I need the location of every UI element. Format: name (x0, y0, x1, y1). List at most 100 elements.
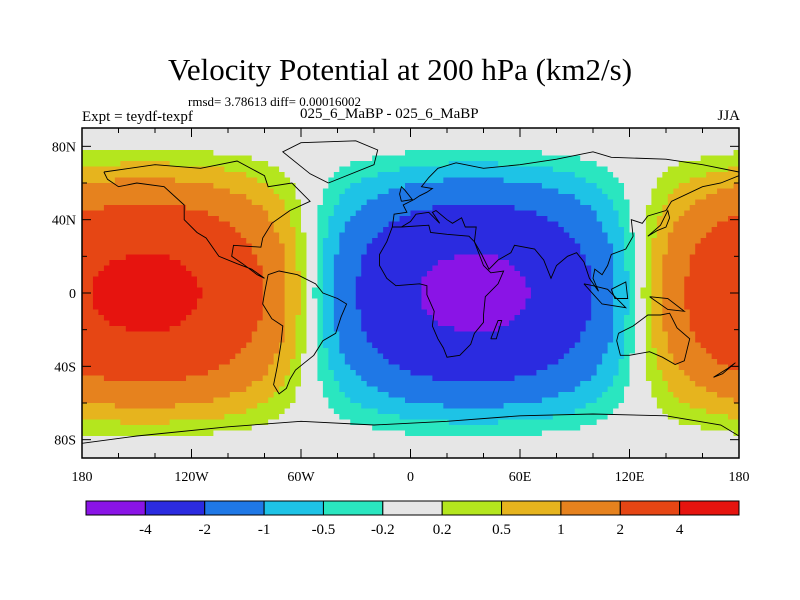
contour-cell (498, 326, 587, 333)
contour-cell (700, 238, 739, 245)
contour-cell (82, 177, 116, 184)
contour-cell (366, 337, 581, 344)
contour-cell (333, 254, 362, 261)
contour-cell (317, 315, 324, 322)
contour-cell (645, 320, 652, 327)
contour-cell (656, 183, 680, 190)
contour-cell (213, 397, 269, 404)
contour-cell (645, 221, 658, 228)
contour-cell (695, 249, 739, 256)
contour-cell (311, 293, 324, 300)
contour-cell (684, 210, 739, 217)
contour-cell (301, 304, 308, 311)
contour-cell (322, 276, 335, 283)
contour-cell (607, 386, 625, 393)
contour-cell (689, 309, 739, 316)
contour-cell (662, 309, 691, 316)
contour-cell (624, 320, 636, 327)
contour-cell (301, 210, 319, 217)
contour-cell (667, 337, 696, 344)
contour-cell (301, 353, 319, 360)
contour-cell (317, 370, 335, 377)
contour-cell (306, 238, 319, 245)
contour-cell (706, 408, 739, 415)
contour-cell (317, 249, 324, 256)
contour-cell (322, 238, 340, 245)
contour-cell (98, 309, 193, 316)
colorbar-label: -1 (258, 522, 271, 538)
contour-cell (103, 265, 187, 272)
contour-cell (344, 359, 390, 366)
contour-cell (262, 276, 286, 283)
contour-cell (662, 370, 685, 377)
contour-cell (229, 188, 275, 195)
contour-cell (82, 210, 209, 217)
colorbar-label: -0.5 (312, 522, 336, 538)
contour-cell (251, 155, 373, 162)
coastline (262, 270, 348, 395)
contour-cell (613, 309, 631, 316)
contour-cell (454, 326, 499, 333)
contour-cell (301, 309, 308, 316)
contour-cell (645, 326, 652, 333)
contour-cell (92, 287, 204, 294)
contour-cell (645, 265, 652, 272)
contour-cell (372, 425, 581, 432)
contour-cell (454, 254, 499, 261)
contour-cell (613, 172, 663, 179)
contour-cell (613, 320, 625, 327)
contour-cell (251, 381, 286, 388)
contour-cell (706, 172, 739, 179)
contour-cell (361, 326, 455, 333)
contour-cell (377, 194, 576, 201)
contour-cell (443, 403, 505, 410)
contour-cell (547, 364, 598, 371)
contour-cell (322, 386, 340, 393)
contour-cell (613, 298, 631, 305)
contour-cell (257, 326, 286, 333)
contour-cell (350, 216, 401, 223)
contour-cell (388, 392, 559, 399)
contour-cell (656, 364, 680, 371)
contour-cell (629, 375, 647, 382)
contour-cell (613, 271, 631, 278)
contour-cell (645, 282, 652, 289)
contour-cell (541, 430, 735, 437)
contour-cell (733, 430, 739, 437)
contour-cell (333, 205, 362, 212)
contour-cell (344, 221, 390, 228)
contour-cell (541, 397, 598, 404)
contour-cell (350, 397, 406, 404)
contour-cell (377, 386, 576, 393)
contour-cell (574, 386, 609, 393)
contour-cell (437, 260, 510, 267)
contour-cell (645, 276, 652, 283)
contour-cell (618, 221, 631, 228)
contour-cell (355, 282, 423, 289)
x-tick-label: 120W (174, 470, 209, 485)
contour-cell (624, 183, 658, 190)
contour-cell (645, 348, 658, 355)
coastline (391, 151, 739, 292)
contour-cell (322, 260, 335, 267)
contour-cell (169, 326, 258, 333)
season-label: JJA (717, 108, 740, 124)
contour-cell (520, 271, 592, 278)
contour-cell (563, 227, 603, 234)
contour-cell (695, 381, 739, 388)
contour-cell (361, 315, 433, 322)
contour-cell (279, 348, 297, 355)
contour-cell (717, 392, 739, 399)
contour-cell (82, 419, 121, 426)
contour-cell (82, 216, 220, 223)
contour-cell (530, 287, 592, 294)
contour-cell (667, 194, 707, 201)
contour-cell (580, 199, 614, 206)
contour-cell (328, 359, 346, 366)
contour-cell (169, 419, 269, 426)
y-tick-label: 0 (69, 287, 76, 302)
contour-cell (667, 238, 702, 245)
contour-cell (634, 331, 647, 338)
contour-cell (103, 315, 187, 322)
contour-cell (651, 342, 669, 349)
